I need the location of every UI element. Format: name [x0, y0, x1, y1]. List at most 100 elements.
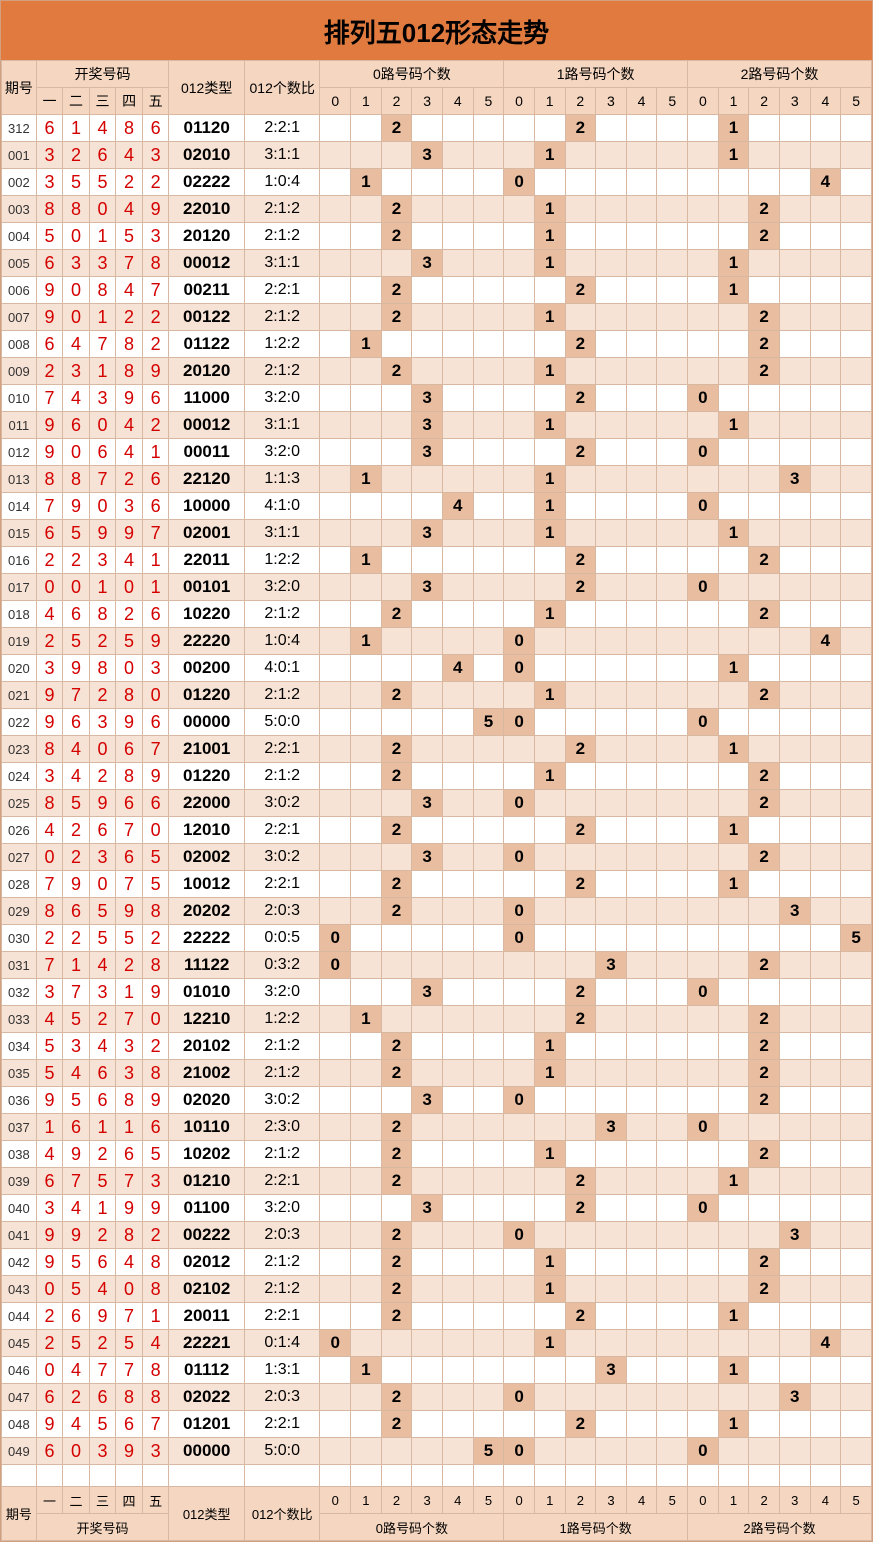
cell-count	[841, 1222, 872, 1249]
cell-count: 2	[749, 1249, 780, 1276]
header-count-sub: 5	[473, 88, 504, 115]
cell-draw-number: 9	[89, 790, 116, 817]
cell-count	[841, 1411, 872, 1438]
cell-draw-number: 1	[89, 358, 116, 385]
cell-count	[688, 169, 719, 196]
cell-count	[626, 601, 657, 628]
table-row: 04604778011121:3:1131	[2, 1357, 872, 1384]
cell-count	[841, 277, 872, 304]
cell-draw-number: 0	[116, 1276, 143, 1303]
cell-count	[626, 385, 657, 412]
cell-count	[688, 520, 719, 547]
cell-count: 2	[565, 871, 596, 898]
cell-count	[381, 709, 412, 736]
cell-count	[718, 493, 749, 520]
cell-count	[351, 250, 382, 277]
cell-count	[351, 952, 382, 979]
cell-period: 027	[2, 844, 37, 871]
cell-draw-number: 1	[89, 574, 116, 601]
cell-count	[320, 1357, 351, 1384]
cell-draw-number: 4	[36, 1141, 63, 1168]
cell-count	[841, 1141, 872, 1168]
cell-count	[718, 628, 749, 655]
cell-period: 026	[2, 817, 37, 844]
cell-012-type: 10000	[169, 493, 245, 520]
cell-draw-number: 9	[63, 1141, 90, 1168]
cell-count	[688, 1033, 719, 1060]
cell-count	[779, 1357, 810, 1384]
cell-count: 0	[504, 1222, 535, 1249]
cell-period: 018	[2, 601, 37, 628]
table-row: 00690847002112:2:1221	[2, 277, 872, 304]
cell-draw-number: 9	[116, 1438, 143, 1465]
header-type: 012类型	[169, 61, 245, 115]
cell-count	[626, 736, 657, 763]
cell-count	[718, 385, 749, 412]
cell-count	[841, 898, 872, 925]
cell-count	[320, 1303, 351, 1330]
cell-draw-number: 8	[142, 250, 169, 277]
cell-count	[657, 142, 688, 169]
cell-count: 2	[749, 1087, 780, 1114]
cell-count	[688, 898, 719, 925]
cell-draw-number: 9	[89, 1303, 116, 1330]
cell-count	[810, 385, 841, 412]
cell-draw-number: 0	[116, 655, 143, 682]
cell-count: 2	[749, 844, 780, 871]
cell-count	[320, 385, 351, 412]
cell-period: 014	[2, 493, 37, 520]
cell-count	[779, 1438, 810, 1465]
cell-draw-number: 2	[36, 547, 63, 574]
cell-count	[718, 1195, 749, 1222]
cell-count	[779, 250, 810, 277]
cell-count: 2	[381, 871, 412, 898]
cell-count	[473, 1033, 504, 1060]
cell-count	[534, 736, 565, 763]
cell-draw-number: 1	[142, 574, 169, 601]
cell-count	[381, 142, 412, 169]
cell-draw-number: 6	[142, 493, 169, 520]
cell-draw-number: 2	[89, 1222, 116, 1249]
cell-count	[504, 304, 535, 331]
cell-count	[688, 142, 719, 169]
cell-012-type: 20120	[169, 223, 245, 250]
cell-count	[657, 169, 688, 196]
cell-count	[657, 601, 688, 628]
cell-draw-number: 9	[36, 682, 63, 709]
cell-draw-number: 0	[142, 682, 169, 709]
blank-cell	[473, 1465, 504, 1487]
cell-draw-number: 9	[116, 385, 143, 412]
cell-count	[442, 1411, 473, 1438]
cell-count: 2	[381, 601, 412, 628]
cell-count: 2	[565, 979, 596, 1006]
cell-draw-number: 7	[116, 250, 143, 277]
cell-count	[779, 682, 810, 709]
cell-count	[779, 142, 810, 169]
cell-count: 2	[565, 331, 596, 358]
cell-draw-number: 2	[116, 952, 143, 979]
cell-count	[626, 1087, 657, 1114]
cell-count: 0	[688, 439, 719, 466]
cell-count	[381, 520, 412, 547]
cell-count	[688, 1141, 719, 1168]
cell-count	[779, 1330, 810, 1357]
cell-012-ratio: 2:2:1	[244, 277, 320, 304]
cell-count	[534, 1438, 565, 1465]
cell-count	[657, 331, 688, 358]
cell-period: 001	[2, 142, 37, 169]
cell-count	[442, 1006, 473, 1033]
cell-count	[412, 196, 443, 223]
cell-count	[473, 169, 504, 196]
cell-count	[626, 790, 657, 817]
header-draw-sub: 二	[63, 88, 90, 115]
cell-012-ratio: 2:3:0	[244, 1114, 320, 1141]
cell-012-ratio: 3:2:0	[244, 439, 320, 466]
cell-period: 004	[2, 223, 37, 250]
cell-draw-number: 7	[36, 493, 63, 520]
cell-draw-number: 8	[89, 655, 116, 682]
cell-count	[810, 1411, 841, 1438]
cell-count	[749, 1384, 780, 1411]
cell-count	[749, 493, 780, 520]
cell-count	[841, 196, 872, 223]
cell-count	[504, 1195, 535, 1222]
